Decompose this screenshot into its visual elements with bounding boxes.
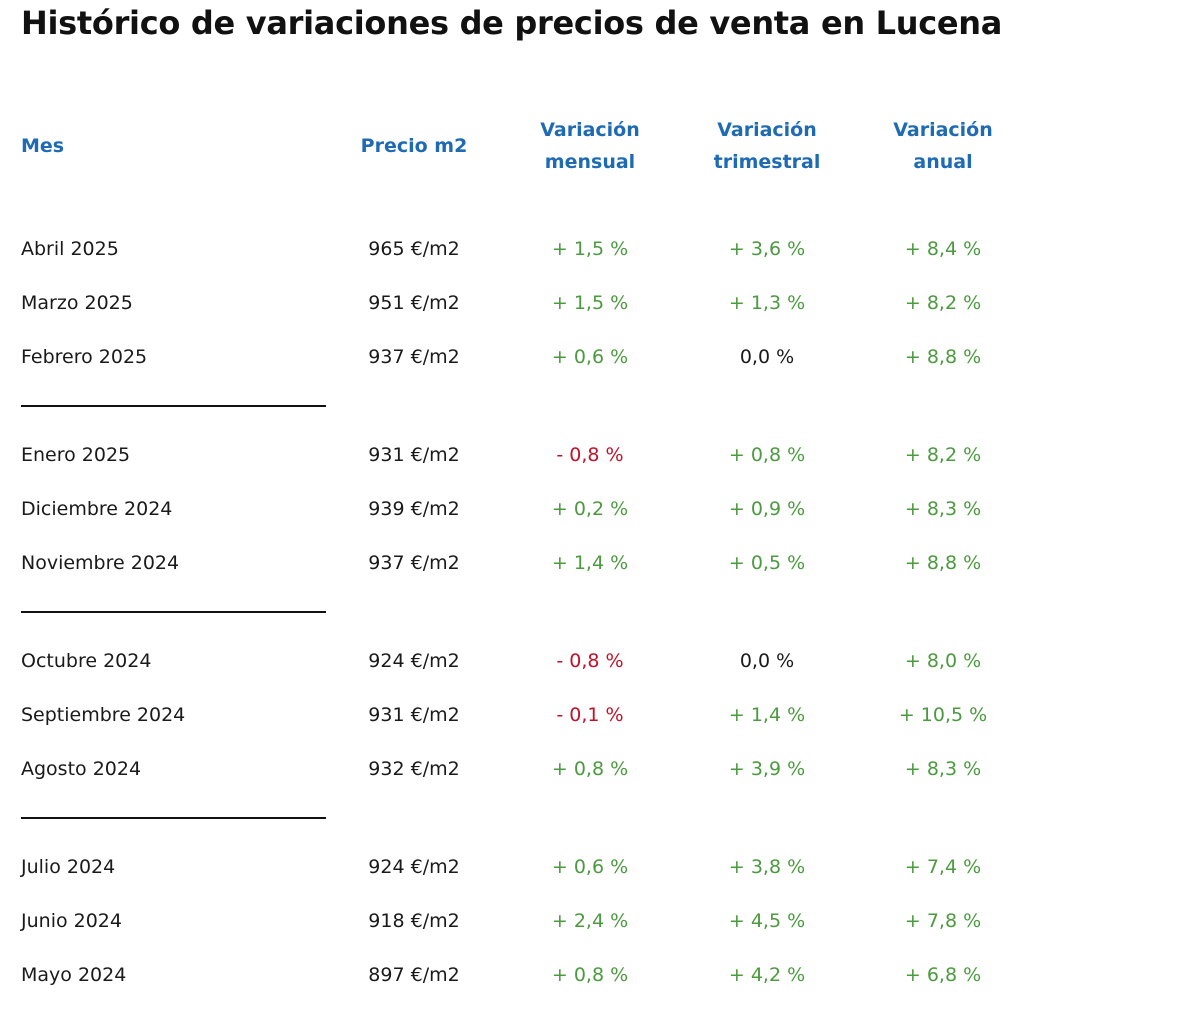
cell-mensual: + 0,8 % [551,964,629,986]
cell-mensual: + 0,8 % [551,758,629,780]
cell-trimestral: 0,0 % [739,650,795,672]
column-header-trimestral-line2: trimestral [713,151,821,173]
cell-precio: 937 €/m2 [368,346,460,368]
cell-mensual: - 0,8 % [556,650,624,672]
table-row: Noviembre 2024 937 €/m2 + 1,4 % + 0,5 % … [0,548,1200,578]
cell-anual: + 8,8 % [904,346,982,368]
cell-precio: 931 €/m2 [368,704,460,726]
cell-anual: + 8,2 % [904,444,982,466]
table-row: Diciembre 2024 939 €/m2 + 0,2 % + 0,9 % … [0,494,1200,524]
cell-trimestral: + 1,3 % [728,292,806,314]
cell-anual: + 6,8 % [904,964,982,986]
cell-mensual: - 0,1 % [556,704,624,726]
cell-anual: + 10,5 % [898,704,988,726]
quarter-divider [21,611,326,613]
column-header-mensual: Variación mensual [510,114,670,178]
table-row: Enero 2025 931 €/m2 - 0,8 % + 0,8 % + 8,… [0,440,1200,470]
column-header-anual: Variación anual [863,114,1023,178]
cell-mes: Mayo 2024 [21,964,127,986]
cell-precio: 897 €/m2 [368,964,460,986]
cell-mes: Abril 2025 [21,238,119,260]
column-header-anual-line1: Variación [893,119,993,141]
cell-trimestral: + 0,9 % [728,498,806,520]
cell-precio: 924 €/m2 [368,650,460,672]
cell-mes: Marzo 2025 [21,292,133,314]
cell-precio: 937 €/m2 [368,552,460,574]
cell-mensual: - 0,8 % [556,444,624,466]
cell-mensual: + 1,4 % [551,552,629,574]
cell-anual: + 8,4 % [904,238,982,260]
cell-mes: Noviembre 2024 [21,552,180,574]
cell-mes: Agosto 2024 [21,758,142,780]
cell-precio: 932 €/m2 [368,758,460,780]
cell-anual: + 8,3 % [904,758,982,780]
column-header-mensual-line2: mensual [544,151,636,173]
table-row: Agosto 2024 932 €/m2 + 0,8 % + 3,9 % + 8… [0,754,1200,784]
column-header-mensual-line1: Variación [540,119,640,141]
cell-precio: 939 €/m2 [368,498,460,520]
table-row: Julio 2024 924 €/m2 + 0,6 % + 3,8 % + 7,… [0,852,1200,882]
column-header-mes: Mes [21,135,65,157]
quarter-divider [21,405,326,407]
cell-anual: + 8,2 % [904,292,982,314]
table-row: Septiembre 2024 931 €/m2 - 0,1 % + 1,4 %… [0,700,1200,730]
cell-precio: 931 €/m2 [368,444,460,466]
cell-mes: Febrero 2025 [21,346,148,368]
column-header-precio: Precio m2 [360,135,468,157]
cell-mes: Septiembre 2024 [21,704,186,726]
table-row: Abril 2025 965 €/m2 + 1,5 % + 3,6 % + 8,… [0,234,1200,264]
cell-mensual: + 1,5 % [551,238,629,260]
cell-mensual: + 0,6 % [551,856,629,878]
cell-precio: 918 €/m2 [368,910,460,932]
cell-trimestral: + 3,8 % [728,856,806,878]
cell-anual: + 8,8 % [904,552,982,574]
cell-mes: Junio 2024 [21,910,122,932]
cell-trimestral: + 0,5 % [728,552,806,574]
cell-mensual: + 0,2 % [551,498,629,520]
cell-trimestral: + 1,4 % [728,704,806,726]
cell-mes: Enero 2025 [21,444,131,466]
cell-trimestral: + 4,2 % [728,964,806,986]
cell-trimestral: + 4,5 % [728,910,806,932]
cell-anual: + 7,8 % [904,910,982,932]
table-row: Junio 2024 918 €/m2 + 2,4 % + 4,5 % + 7,… [0,906,1200,936]
column-header-trimestral: Variación trimestral [687,114,847,178]
table-row: Mayo 2024 897 €/m2 + 0,8 % + 4,2 % + 6,8… [0,960,1200,990]
table-row: Octubre 2024 924 €/m2 - 0,8 % 0,0 % + 8,… [0,646,1200,676]
cell-anual: + 8,0 % [904,650,982,672]
cell-mes: Octubre 2024 [21,650,152,672]
cell-mensual: + 0,6 % [551,346,629,368]
column-header-trimestral-line1: Variación [717,119,817,141]
cell-trimestral: 0,0 % [739,346,795,368]
page-title: Histórico de variaciones de precios de v… [21,4,1003,42]
cell-trimestral: + 3,6 % [728,238,806,260]
cell-anual: + 8,3 % [904,498,982,520]
column-header-anual-line2: anual [913,151,973,173]
cell-mensual: + 2,4 % [551,910,629,932]
cell-precio: 924 €/m2 [368,856,460,878]
cell-trimestral: + 3,9 % [728,758,806,780]
cell-mes: Julio 2024 [21,856,116,878]
cell-mensual: + 1,5 % [551,292,629,314]
cell-mes: Diciembre 2024 [21,498,173,520]
cell-precio: 951 €/m2 [368,292,460,314]
cell-precio: 965 €/m2 [368,238,460,260]
table-row: Febrero 2025 937 €/m2 + 0,6 % 0,0 % + 8,… [0,342,1200,372]
table-row: Marzo 2025 951 €/m2 + 1,5 % + 1,3 % + 8,… [0,288,1200,318]
cell-anual: + 7,4 % [904,856,982,878]
quarter-divider [21,817,326,819]
cell-trimestral: + 0,8 % [728,444,806,466]
